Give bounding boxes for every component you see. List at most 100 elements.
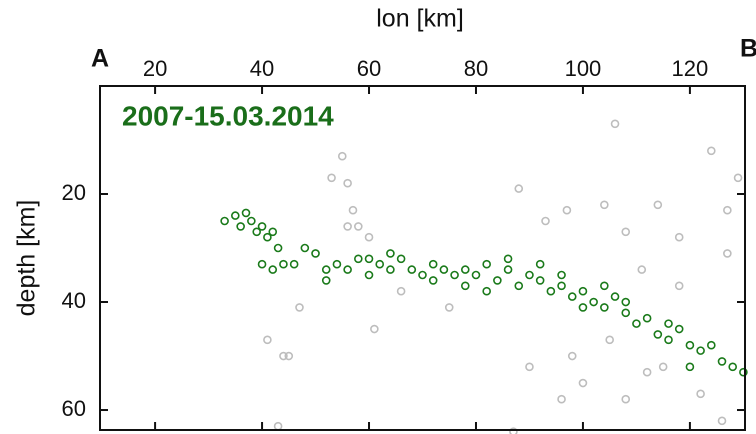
event-point <box>578 378 588 388</box>
event-point <box>364 232 374 242</box>
event-point <box>535 276 545 285</box>
event-point <box>653 200 663 210</box>
event-point <box>621 227 631 237</box>
event-point <box>621 297 631 307</box>
event-point <box>610 119 620 129</box>
event-point <box>386 249 395 258</box>
event-point <box>514 184 524 193</box>
event-point <box>562 205 572 215</box>
event-point <box>658 362 668 372</box>
event-point <box>696 346 705 355</box>
event-point <box>482 259 491 269</box>
event-point <box>535 259 545 269</box>
event-point <box>567 351 577 361</box>
event-point <box>717 416 727 426</box>
event-point <box>279 259 288 269</box>
event-point <box>514 281 524 291</box>
event-point <box>327 173 336 183</box>
event-point <box>600 281 609 291</box>
event-point <box>557 281 566 291</box>
event-point <box>428 276 438 285</box>
event-point <box>444 303 454 312</box>
event-point <box>541 216 550 226</box>
event-point <box>439 265 449 274</box>
event-point <box>578 286 588 296</box>
event-point <box>257 259 267 269</box>
event-point <box>525 270 534 280</box>
event-point <box>674 324 684 334</box>
event-point <box>364 270 374 280</box>
event-point <box>263 335 272 345</box>
event-point <box>733 173 743 183</box>
event-point <box>268 265 278 274</box>
event-point <box>600 200 609 210</box>
event-point <box>493 276 502 285</box>
event-point <box>354 222 363 231</box>
event-point <box>332 259 342 269</box>
event-point <box>460 281 470 291</box>
event-point <box>482 286 491 296</box>
event-point <box>370 324 379 334</box>
event-point <box>707 340 716 350</box>
event-point <box>642 367 652 377</box>
event-point <box>632 319 641 328</box>
x-tick-label: 60 <box>357 56 381 81</box>
y-tick-label: 60 <box>62 396 86 421</box>
event-point <box>257 222 267 231</box>
section-end-label: B <box>740 35 756 63</box>
event-point <box>396 254 406 264</box>
x-tick-label: 40 <box>250 56 274 81</box>
event-point <box>723 205 732 215</box>
event-point <box>450 270 459 280</box>
event-point <box>546 286 556 296</box>
event-point <box>637 265 647 274</box>
event-point <box>295 303 304 312</box>
event-point <box>728 362 737 372</box>
event-point <box>610 292 620 301</box>
event-point <box>273 421 283 431</box>
event-point <box>337 151 347 161</box>
plot-frame <box>99 85 746 431</box>
event-point <box>621 394 631 404</box>
event-point <box>321 265 331 274</box>
event-point <box>321 276 331 285</box>
event-point <box>354 254 363 264</box>
event-point <box>268 227 278 237</box>
x-axis-label: lon [km] <box>376 5 464 33</box>
event-point <box>674 281 684 291</box>
event-point <box>407 265 417 274</box>
event-point <box>605 335 614 345</box>
event-point <box>707 146 716 156</box>
event-point <box>343 178 352 188</box>
x-tick-label: 80 <box>464 56 488 81</box>
event-point <box>386 265 395 274</box>
event-point <box>664 335 673 345</box>
event-point <box>557 270 566 280</box>
event-point <box>503 265 513 274</box>
event-point <box>717 357 727 366</box>
event-point <box>263 232 272 242</box>
event-point <box>236 222 245 231</box>
event-point <box>739 367 748 377</box>
y-tick-label: 40 <box>62 288 86 313</box>
event-point <box>578 303 588 312</box>
y-tick-label: 20 <box>62 180 86 205</box>
event-point <box>621 308 631 318</box>
event-point <box>311 249 320 258</box>
event-point <box>231 211 240 220</box>
event-point <box>284 351 294 361</box>
event-point <box>589 297 598 307</box>
event-point <box>685 340 695 350</box>
event-point <box>273 243 283 253</box>
event-point <box>220 216 229 226</box>
event-point <box>343 265 352 274</box>
event-point <box>418 270 427 280</box>
event-point <box>247 216 256 226</box>
event-point <box>600 303 609 312</box>
event-point <box>375 259 385 269</box>
event-point <box>503 254 513 264</box>
event-point <box>289 259 299 269</box>
event-point <box>642 313 652 323</box>
event-point <box>653 330 663 339</box>
event-point <box>348 205 358 215</box>
